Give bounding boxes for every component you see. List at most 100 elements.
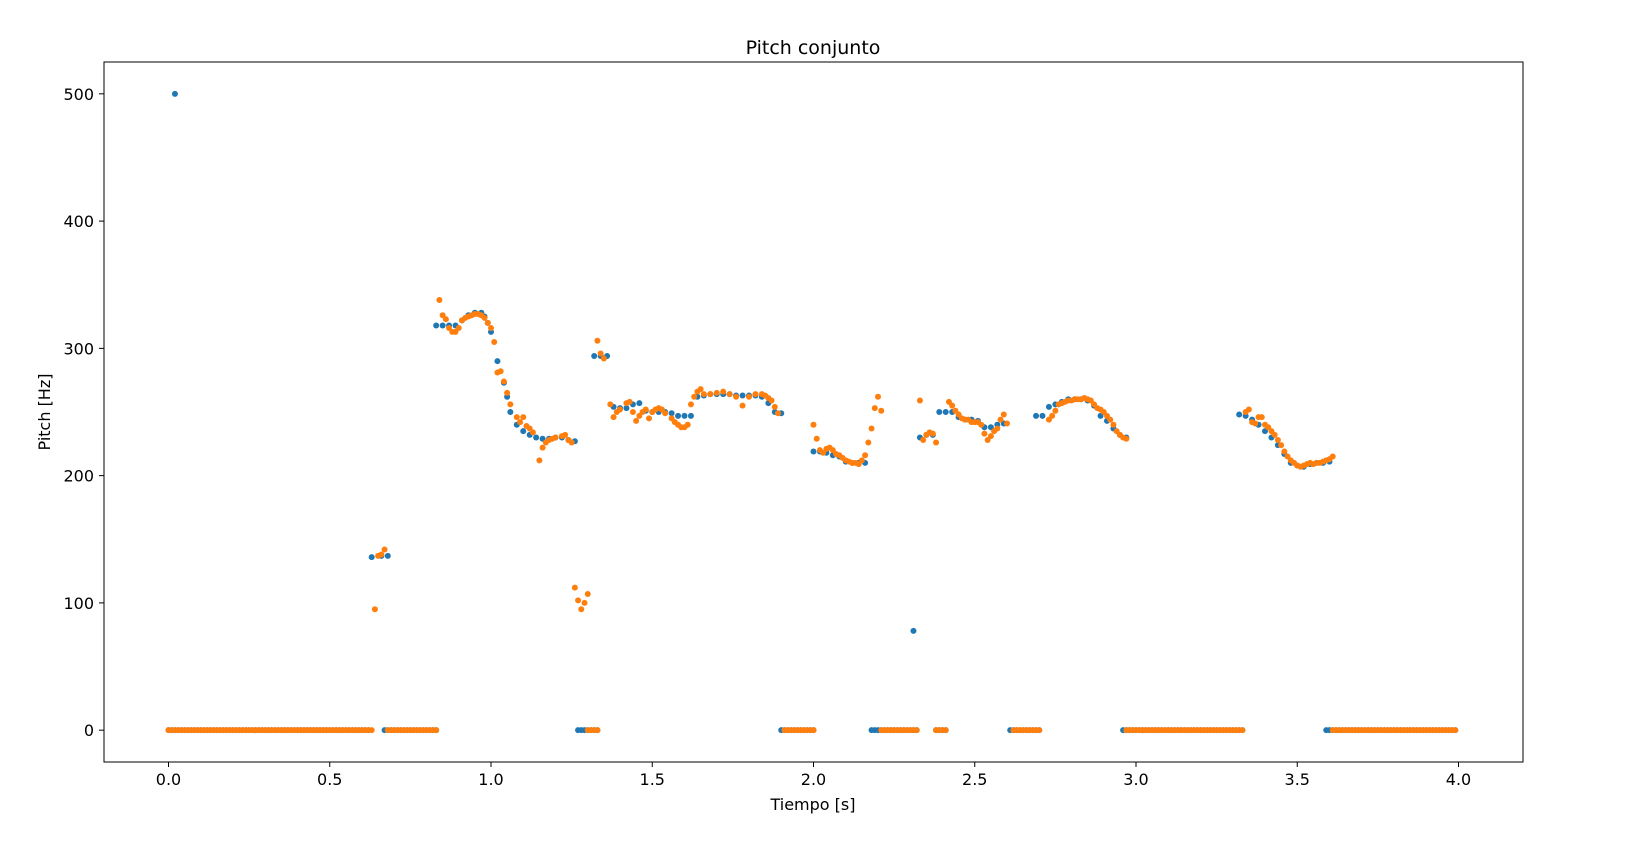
data-point: [684, 421, 691, 428]
data-point: [675, 412, 682, 419]
data-point: [878, 407, 885, 414]
data-point: [810, 727, 817, 734]
data-point: [578, 606, 585, 613]
data-point: [484, 319, 491, 326]
x-tick-label: 1.0: [478, 770, 503, 789]
data-point: [768, 397, 775, 404]
data-point: [981, 430, 988, 437]
data-point: [681, 412, 688, 419]
data-point: [691, 393, 698, 400]
data-point: [1252, 420, 1259, 427]
data-point: [1052, 407, 1059, 414]
data-point: [1000, 411, 1007, 418]
data-point: [568, 439, 575, 446]
data-point: [371, 606, 378, 613]
data-point: [949, 402, 956, 409]
data-point: [1281, 448, 1288, 455]
data-point: [936, 409, 943, 415]
data-point: [529, 429, 536, 436]
data-point: [700, 391, 707, 398]
data-point: [920, 437, 927, 443]
data-point: [1329, 453, 1336, 460]
data-point: [607, 401, 614, 408]
data-point: [442, 316, 449, 323]
data-point: [520, 428, 527, 435]
y-axis-label: Pitch [Hz]: [35, 374, 54, 451]
data-points: [165, 90, 1459, 734]
data-point: [617, 406, 623, 413]
x-tick-label: 4.0: [1446, 770, 1471, 789]
data-point: [433, 322, 440, 329]
data-point: [733, 393, 740, 400]
data-point: [623, 405, 630, 412]
data-point: [1258, 414, 1265, 421]
y-axis-ticks: 0 100 200 300 400 500: [63, 85, 104, 740]
data-point: [552, 434, 559, 441]
y-tick-label: 100: [63, 594, 94, 613]
data-point: [933, 439, 940, 446]
y-tick-label: 500: [63, 85, 94, 104]
data-point: [707, 391, 714, 398]
y-tick-label: 300: [63, 339, 94, 358]
y-tick-label: 400: [63, 212, 94, 231]
data-point: [910, 627, 917, 634]
data-point: [591, 353, 598, 359]
data-point: [775, 410, 782, 417]
data-point: [997, 416, 1004, 423]
data-point: [1110, 421, 1117, 428]
x-tick-label: 2.5: [962, 770, 987, 789]
data-point: [571, 584, 578, 591]
x-axis-label: Tiempo [s]: [769, 795, 855, 814]
data-point: [384, 552, 391, 559]
data-point: [875, 393, 881, 400]
data-point: [1004, 420, 1010, 427]
data-point: [1049, 412, 1056, 419]
data-point: [497, 368, 504, 375]
data-point: [629, 409, 636, 415]
data-point: [433, 727, 440, 734]
data-point: [746, 393, 752, 400]
data-point: [752, 391, 759, 398]
data-point: [987, 433, 994, 440]
x-axis-ticks: 0.0 0.5 1.0 1.5 2.0 2.5 3.0 3.5 4.0: [156, 762, 1471, 789]
data-point: [507, 401, 514, 408]
x-tick-label: 3.0: [1123, 770, 1148, 789]
data-point: [500, 378, 507, 385]
data-point: [810, 421, 817, 428]
y-tick-label: 0: [84, 721, 94, 740]
data-point: [1045, 403, 1052, 410]
x-tick-label: 1.5: [640, 770, 665, 789]
data-point: [813, 435, 820, 442]
data-point: [726, 391, 733, 398]
data-point: [494, 358, 501, 365]
data-point: [584, 591, 591, 597]
data-point: [1107, 416, 1114, 423]
data-point: [913, 727, 920, 734]
data-point: [533, 434, 540, 441]
data-point: [562, 431, 569, 438]
data-point: [1036, 727, 1043, 734]
data-point: [1274, 437, 1281, 443]
data-point: [436, 297, 443, 303]
data-point: [368, 727, 375, 734]
data-point: [1271, 431, 1278, 438]
data-point: [1245, 406, 1252, 413]
data-point: [994, 425, 1001, 432]
data-point: [633, 417, 640, 424]
data-point: [536, 457, 543, 464]
data-point: [916, 397, 923, 404]
data-point: [642, 406, 649, 413]
data-point: [862, 452, 869, 459]
data-point: [687, 412, 694, 419]
data-point: [942, 409, 949, 415]
data-point: [636, 400, 643, 407]
data-point: [687, 401, 694, 408]
data-point: [368, 554, 375, 561]
data-point: [491, 339, 498, 345]
data-point: [668, 410, 675, 417]
data-point: [942, 727, 949, 734]
data-point: [739, 392, 746, 399]
data-point: [381, 546, 388, 553]
data-point: [594, 727, 601, 734]
